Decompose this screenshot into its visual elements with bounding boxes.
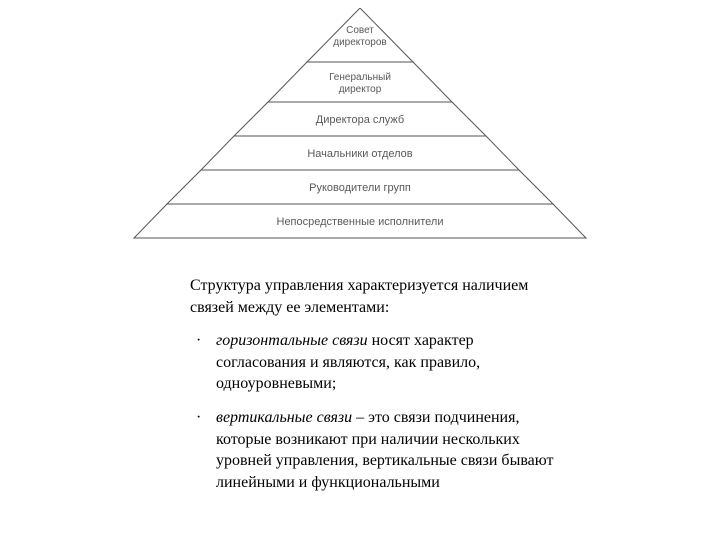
intro-paragraph: Структура управления характеризуется нал…	[190, 275, 560, 318]
bullet-item-0: горизонтальные связи носят характер согл…	[190, 330, 560, 395]
pyramid-label-4: Руководители групп	[309, 182, 411, 194]
pyramid-label-3: Начальники отделов	[307, 148, 412, 160]
pyramid-svg: СоветдиректоровГенеральныйдиректорДирект…	[130, 8, 590, 242]
bullet-item-1: вертикальные связи – это связи подчинени…	[190, 407, 560, 493]
bullet-term-1: вертикальные связи	[216, 409, 352, 426]
bullet-list: горизонтальные связи носят характер согл…	[190, 330, 560, 493]
pyramid-label-2: Директора служб	[316, 114, 404, 126]
description-text: Структура управления характеризуется нал…	[190, 275, 560, 505]
pyramid-diagram: СоветдиректоровГенеральныйдиректорДирект…	[0, 0, 720, 245]
bullet-term-0: горизонтальные связи	[216, 332, 368, 349]
pyramid-label-5: Непосредственные исполнители	[277, 216, 444, 228]
